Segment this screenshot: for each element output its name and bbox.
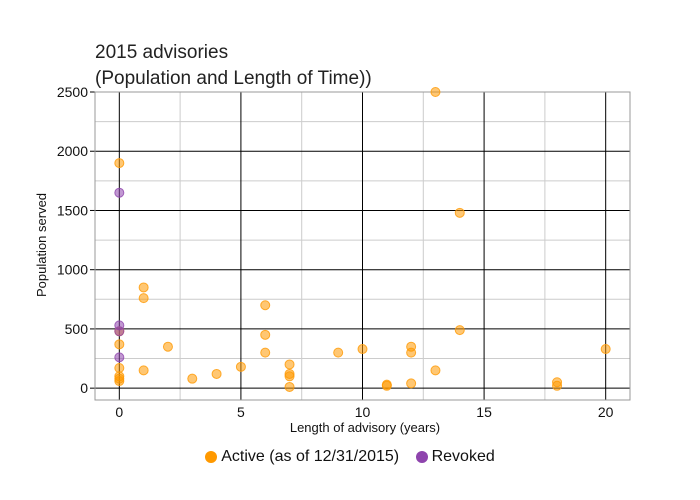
x-tick-label: 20	[598, 404, 614, 420]
active-point[interactable]	[284, 359, 295, 370]
legend-label-revoked: Revoked	[431, 448, 495, 465]
legend-swatch-revoked	[415, 451, 428, 463]
legend: Active (as of 12/31/2015) Revoked	[0, 448, 700, 468]
active-point[interactable]	[260, 347, 271, 358]
active-point[interactable]	[235, 361, 246, 372]
active-point[interactable]	[454, 325, 465, 336]
active-point[interactable]	[357, 344, 368, 355]
active-point[interactable]	[138, 282, 149, 293]
revoked-point[interactable]	[114, 187, 125, 198]
x-tick-label: 0	[115, 404, 123, 420]
active-point[interactable]	[138, 293, 149, 304]
active-point[interactable]	[114, 339, 125, 350]
revoked-point[interactable]	[114, 326, 125, 337]
active-point[interactable]	[600, 344, 611, 355]
y-tick-label: 0	[80, 380, 88, 396]
active-point[interactable]	[138, 365, 149, 376]
active-point[interactable]	[162, 341, 173, 352]
legend-swatch-active	[205, 451, 218, 463]
active-point[interactable]	[333, 347, 344, 358]
active-point[interactable]	[114, 376, 125, 387]
legend-label-active: Active (as of 12/31/2015)	[221, 448, 400, 465]
x-tick-label: 5	[237, 404, 245, 420]
active-point[interactable]	[430, 365, 441, 376]
plot-frame	[94, 91, 631, 401]
active-point[interactable]	[454, 207, 465, 218]
active-point[interactable]	[406, 378, 417, 389]
points-layer	[114, 87, 611, 392]
active-point[interactable]	[381, 380, 392, 391]
chart-title: 2015 advisories	[95, 42, 229, 63]
axis-layer: 0 5 10 15 20 0 500 1000 1500 2000 2500	[57, 84, 631, 420]
x-tick-label: 10	[355, 404, 371, 420]
active-point[interactable]	[260, 300, 271, 311]
legend-item-revoked[interactable]: Revoked	[415, 448, 495, 466]
legend-item-active[interactable]: Active (as of 12/31/2015)	[205, 448, 399, 466]
active-point[interactable]	[114, 158, 125, 169]
revoked-point[interactable]	[114, 352, 125, 363]
chart-subtitle: (Population and Length of Time))	[95, 68, 372, 89]
active-point[interactable]	[552, 380, 563, 391]
y-tick-label: 2000	[57, 143, 88, 159]
active-point[interactable]	[430, 87, 441, 97]
active-point[interactable]	[284, 381, 295, 392]
chart-title-block: 2015 advisories (Population and Length o…	[95, 40, 372, 92]
y-tick-label: 1000	[57, 262, 88, 278]
active-point[interactable]	[211, 368, 222, 379]
x-tick-label: 15	[476, 404, 492, 420]
x-axis-label: Length of advisory (years)	[290, 420, 440, 435]
y-axis-label: Population served	[34, 193, 49, 297]
active-point[interactable]	[406, 347, 417, 358]
y-tick-label: 2500	[57, 84, 88, 100]
active-point[interactable]	[284, 371, 295, 382]
active-point[interactable]	[260, 329, 271, 340]
active-point[interactable]	[114, 363, 125, 374]
active-point[interactable]	[187, 373, 198, 384]
y-tick-label: 1500	[57, 202, 88, 218]
y-tick-label: 500	[65, 321, 89, 337]
